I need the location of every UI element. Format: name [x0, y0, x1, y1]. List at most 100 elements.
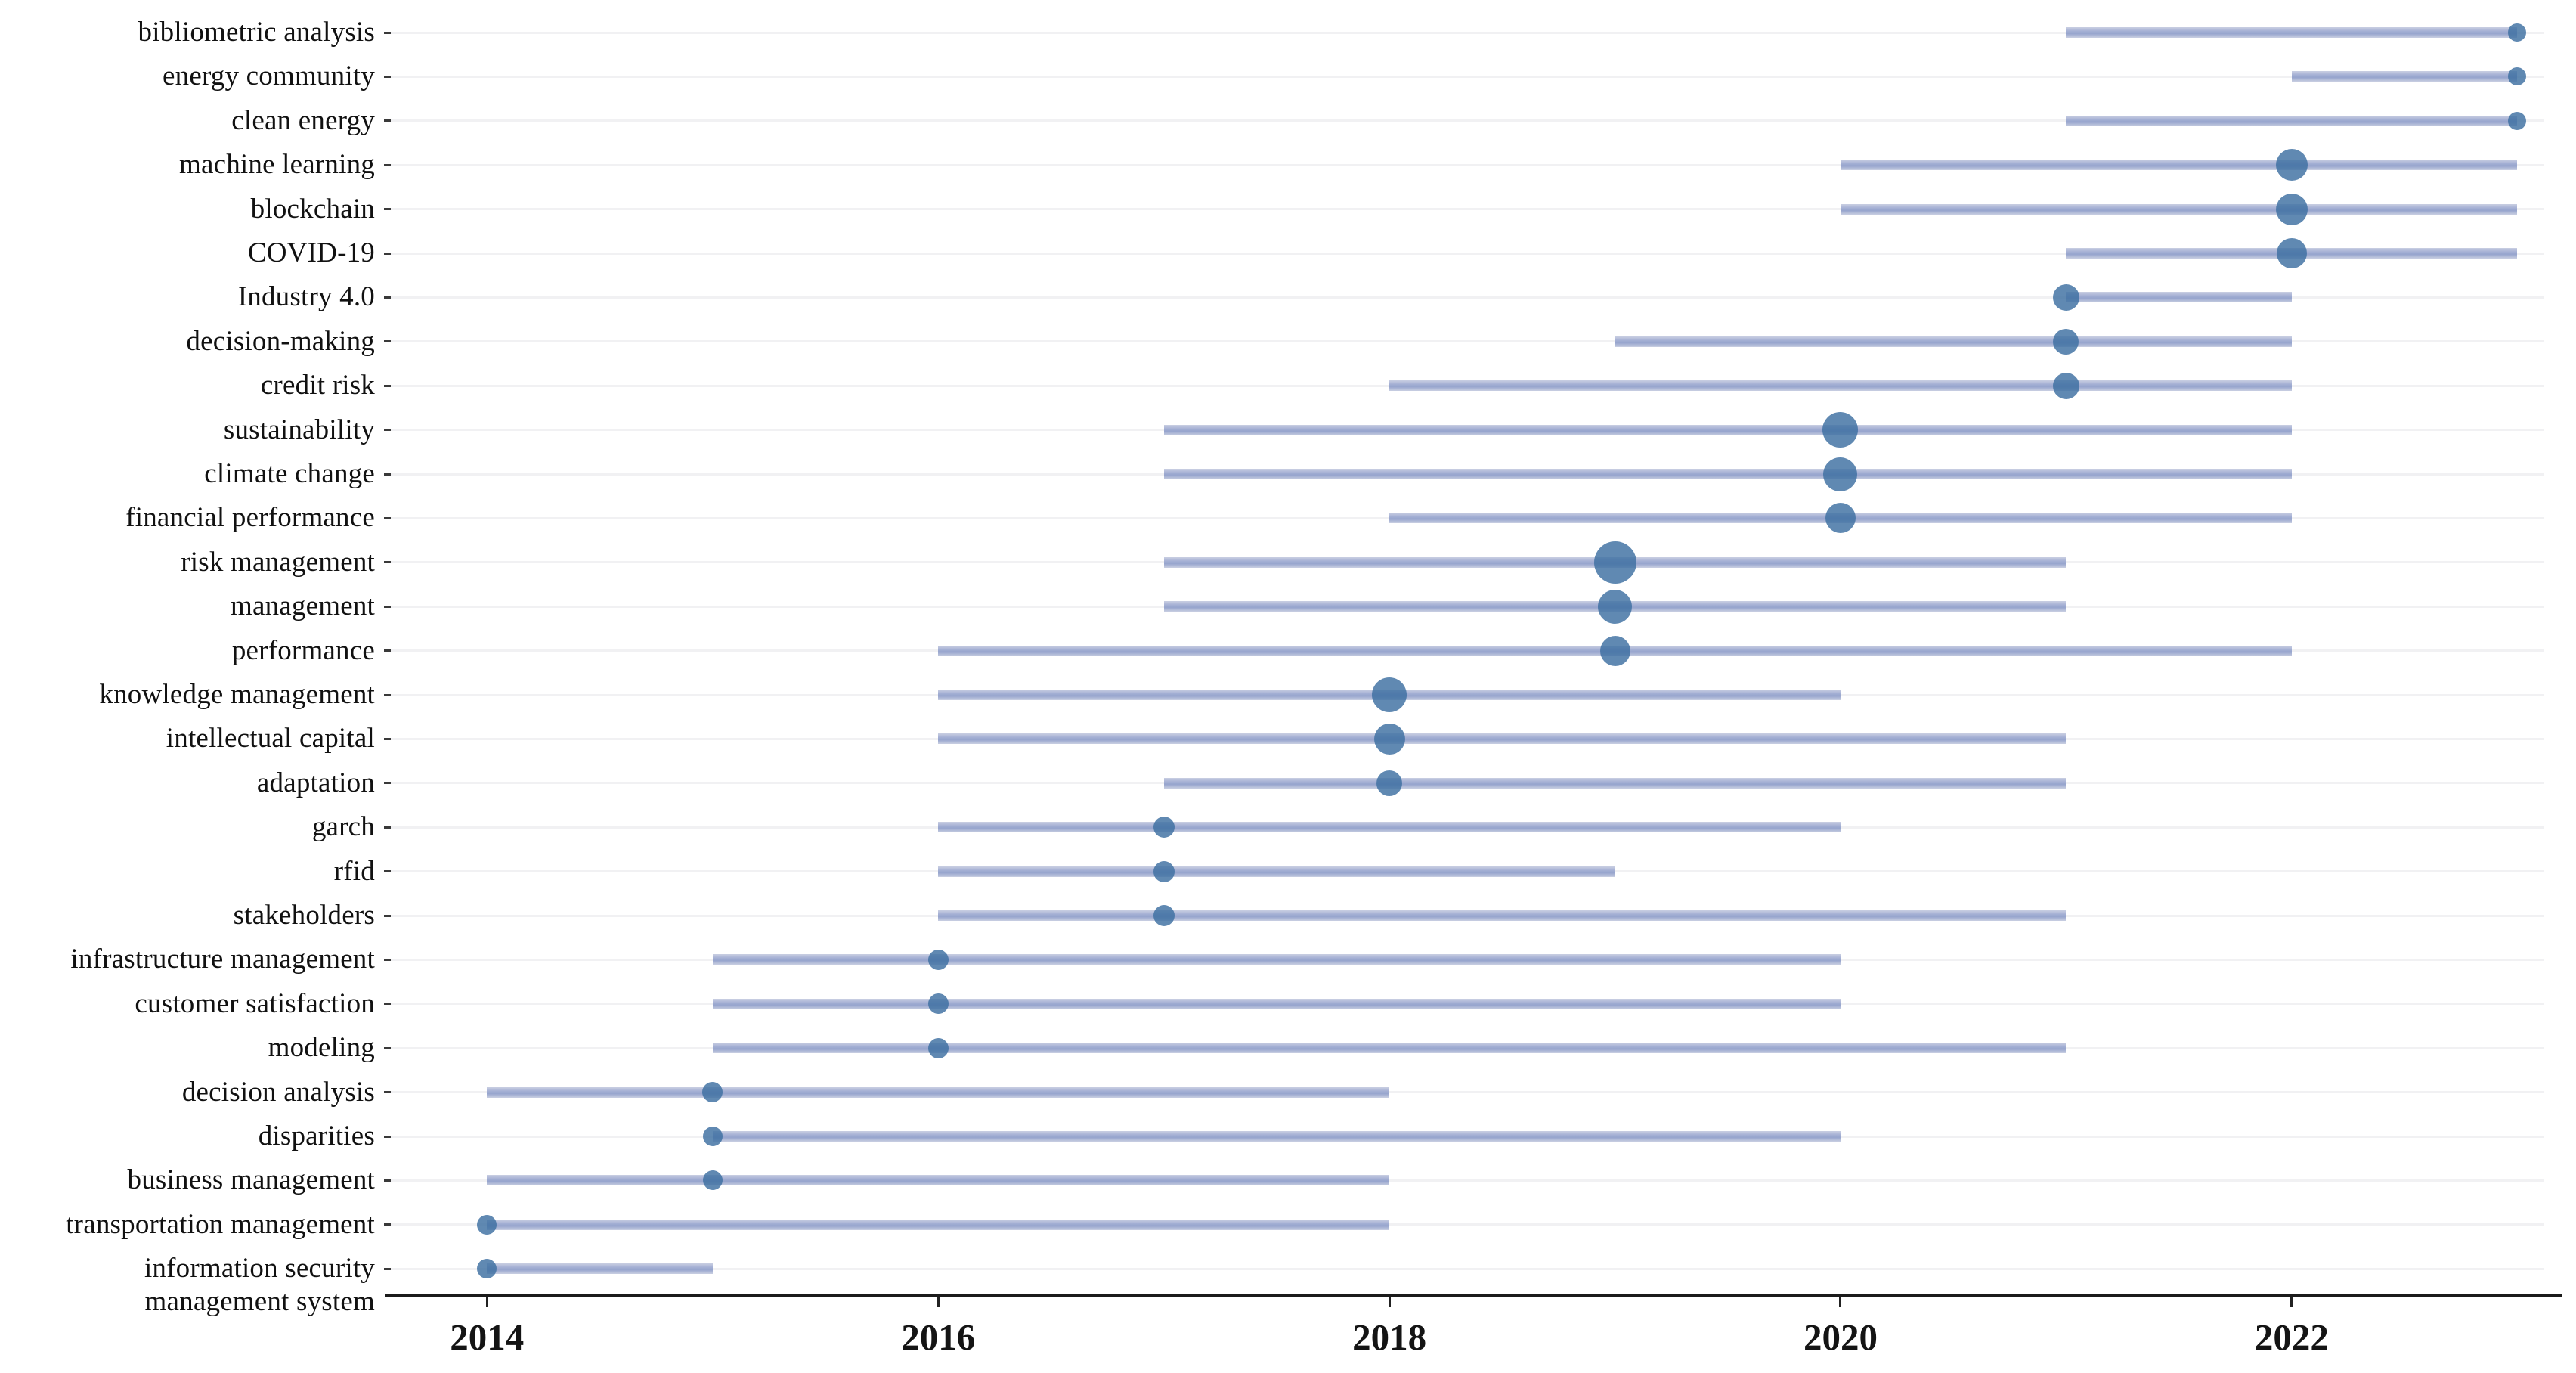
x-axis-tick [1388, 1297, 1391, 1307]
y-axis-tick [384, 1223, 396, 1226]
term-peak-dot [2053, 328, 2079, 355]
term-range-bar [938, 733, 2067, 745]
y-axis-label: customer satisfaction [135, 987, 375, 1019]
y-axis-label: information security management system [144, 1253, 375, 1318]
y-axis-tick [384, 208, 396, 211]
term-peak-dot [702, 1082, 723, 1103]
term-range-bar [938, 866, 1615, 877]
y-axis-label: decision analysis [181, 1076, 375, 1108]
term-range-bar [487, 1086, 1390, 1098]
y-axis-tick [384, 958, 396, 961]
y-axis-tick [384, 870, 396, 873]
y-axis-tick [384, 252, 396, 255]
y-axis-tick [384, 605, 396, 608]
x-axis-tick-label: 2022 [2254, 1316, 2329, 1358]
y-axis-label: performance [231, 634, 375, 666]
gridline [391, 31, 2544, 34]
y-axis-tick [384, 340, 396, 343]
term-range-bar [487, 1219, 1390, 1230]
x-axis-tick [485, 1297, 488, 1307]
x-axis-tick [937, 1297, 940, 1307]
term-peak-dot [702, 1170, 723, 1191]
term-peak-dot [2508, 111, 2527, 130]
term-peak-dot [927, 993, 949, 1015]
term-range-bar [712, 1131, 1841, 1142]
y-axis-tick [384, 1135, 396, 1138]
term-range-bar [1163, 424, 2292, 435]
y-axis-label: adaptation [256, 767, 375, 798]
y-axis-label: business management [127, 1164, 375, 1196]
term-peak-dot [2052, 284, 2079, 311]
y-axis-tick [384, 75, 396, 78]
y-axis-label: credit risk [260, 370, 375, 401]
term-range-bar [1163, 469, 2292, 479]
y-axis-tick [384, 429, 396, 432]
term-peak-dot [2508, 23, 2527, 42]
y-axis-label: bibliometric analysis [138, 17, 375, 48]
y-axis-label: energy community [163, 60, 375, 92]
term-range-bar [487, 1263, 713, 1275]
term-range-bar [938, 910, 2067, 921]
term-peak-dot [927, 1037, 949, 1058]
y-axis-tick [384, 119, 396, 122]
term-peak-dot [1376, 770, 1403, 796]
term-peak-dot [1593, 541, 1636, 584]
y-axis-label: decision-making [186, 325, 375, 357]
term-range-bar [2066, 292, 2292, 303]
x-axis-tick-label: 2016 [901, 1316, 976, 1358]
y-axis-label: intellectual capital [166, 723, 375, 755]
term-peak-dot [2508, 67, 2527, 86]
y-axis-label: management [230, 590, 375, 622]
term-peak-dot [1153, 817, 1175, 838]
gridline [391, 163, 2544, 166]
term-peak-dot [477, 1259, 497, 1279]
term-peak-dot [1372, 677, 1407, 712]
term-range-bar [712, 1043, 2067, 1054]
term-peak-dot [1153, 860, 1175, 882]
term-peak-dot [2052, 372, 2079, 399]
y-axis-label: sustainability [223, 414, 375, 445]
gridline [391, 1179, 2544, 1182]
y-axis-label: disparities [258, 1120, 375, 1151]
gridline [391, 252, 2544, 255]
y-axis-tick [384, 826, 396, 829]
term-range-bar [1615, 336, 2292, 347]
term-peak-dot [702, 1127, 723, 1146]
y-axis-tick [384, 782, 396, 785]
term-peak-dot [1153, 905, 1175, 926]
y-axis-label: stakeholders [233, 900, 375, 931]
term-range-bar [1389, 380, 2292, 392]
term-peak-dot [1822, 412, 1859, 448]
term-peak-dot [1825, 503, 1856, 534]
term-range-bar [487, 1175, 1390, 1186]
term-peak-dot [927, 949, 949, 970]
y-axis-tick [384, 473, 396, 476]
y-axis-label: knowledge management [99, 679, 375, 710]
term-peak-dot [2275, 149, 2308, 181]
x-axis-tick-label: 2018 [1352, 1316, 1427, 1358]
x-axis-tick [2290, 1297, 2293, 1307]
y-axis-label: machine learning [178, 149, 375, 181]
x-axis-line [385, 1294, 2562, 1297]
gridline [391, 1267, 2544, 1270]
term-range-bar [2066, 115, 2518, 126]
term-peak-dot [2276, 238, 2307, 268]
gridline [391, 1223, 2544, 1226]
y-axis-tick [384, 516, 396, 519]
term-range-bar [1840, 160, 2518, 171]
term-range-bar [712, 954, 1841, 965]
term-peak-dot [2275, 193, 2308, 225]
y-axis-tick [384, 649, 396, 652]
y-axis-label: infrastructure management [70, 944, 375, 975]
y-axis-label: rfid [333, 855, 375, 887]
y-axis-tick [384, 737, 396, 740]
x-axis-tick-label: 2020 [1803, 1316, 1878, 1358]
term-peak-dot [477, 1214, 497, 1235]
y-axis-label: blockchain [250, 193, 375, 225]
y-axis-label: risk management [181, 546, 375, 578]
y-axis-tick [384, 1091, 396, 1094]
term-range-bar [2291, 71, 2518, 82]
y-axis-tick [384, 163, 396, 166]
gridline [391, 296, 2544, 299]
term-peak-dot [1598, 589, 1633, 624]
